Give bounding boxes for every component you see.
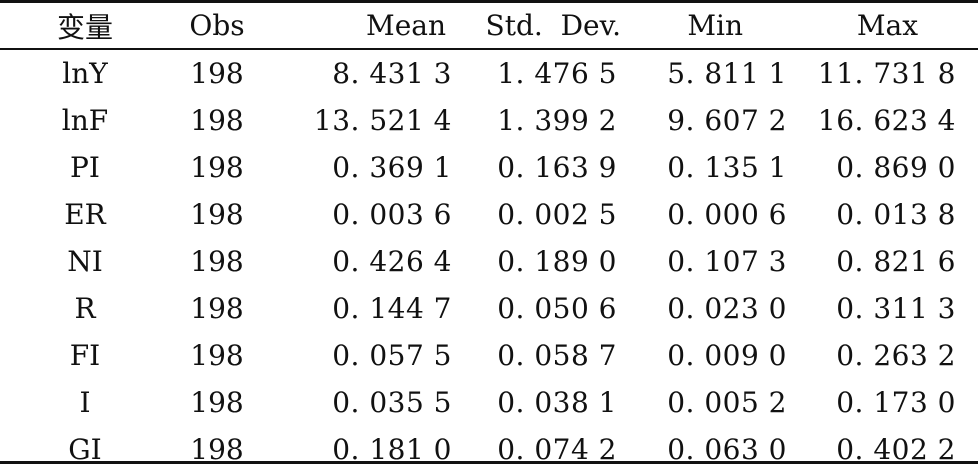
cell-variable: FI	[69, 339, 101, 372]
table-body: lnY 198 8. 431 3 1. 476 5 5. 811 1 11. 7…	[0, 48, 978, 473]
cell-obs: 198	[190, 198, 244, 231]
header-obs: Obs	[189, 9, 245, 42]
cell-obs: 198	[190, 386, 244, 419]
table-row: FI 198 0. 057 5 0. 058 7 0. 009 0 0. 263…	[0, 332, 978, 379]
cell-variable: lnY	[62, 57, 108, 90]
cell-mean: 0. 144 7	[332, 292, 452, 325]
summary-statistics-table: 变量 Obs Mean Std. Dev. Min Max lnY 198 8.…	[0, 3, 978, 473]
table-row: GI 198 0. 181 0 0. 074 2 0. 063 0 0. 402…	[0, 426, 978, 473]
cell-min: 0. 000 6	[667, 198, 787, 231]
cell-mean: 0. 181 0	[332, 433, 452, 466]
cell-obs: 198	[190, 433, 244, 466]
cell-min: 0. 009 0	[667, 339, 787, 372]
table-row: PI 198 0. 369 1 0. 163 9 0. 135 1 0. 869…	[0, 144, 978, 191]
header-min: Min	[687, 9, 743, 42]
cell-mean: 0. 035 5	[332, 386, 452, 419]
cell-min: 0. 063 0	[667, 433, 787, 466]
cell-mean: 0. 057 5	[332, 339, 452, 372]
cell-std-dev: 1. 476 5	[497, 57, 617, 90]
cell-variable: NI	[67, 245, 103, 278]
cell-variable: R	[74, 292, 96, 325]
cell-obs: 198	[190, 57, 244, 90]
table-row: NI 198 0. 426 4 0. 189 0 0. 107 3 0. 821…	[0, 238, 978, 285]
cell-std-dev: 0. 002 5	[497, 198, 617, 231]
cell-max: 0. 263 2	[836, 339, 956, 372]
header-rule	[0, 48, 978, 50]
top-rule	[0, 0, 978, 3]
cell-max: 0. 311 3	[836, 292, 956, 325]
table-row: ER 198 0. 003 6 0. 002 5 0. 000 6 0. 013…	[0, 191, 978, 238]
cell-std-dev: 0. 189 0	[497, 245, 617, 278]
cell-std-dev: 0. 074 2	[497, 433, 617, 466]
cell-std-dev: 0. 058 7	[497, 339, 617, 372]
cell-mean: 0. 426 4	[332, 245, 452, 278]
cell-variable: GI	[68, 433, 102, 466]
cell-obs: 198	[190, 151, 244, 184]
cell-min: 9. 607 2	[667, 104, 787, 137]
header-max: Max	[856, 9, 918, 42]
cell-min: 5. 811 1	[667, 57, 787, 90]
cell-std-dev: 0. 038 1	[497, 386, 617, 419]
cell-variable: PI	[70, 151, 100, 184]
table-row: I 198 0. 035 5 0. 038 1 0. 005 2 0. 173 …	[0, 379, 978, 426]
cell-std-dev: 1. 399 2	[497, 104, 617, 137]
cell-mean: 13. 521 4	[313, 104, 452, 137]
table-row: lnF 198 13. 521 4 1. 399 2 9. 607 2 16. …	[0, 97, 978, 144]
cell-mean: 8. 431 3	[332, 57, 452, 90]
cell-min: 0. 135 1	[667, 151, 787, 184]
cell-mean: 0. 003 6	[332, 198, 452, 231]
cell-mean: 0. 369 1	[332, 151, 452, 184]
header-std-dev: Std. Dev.	[485, 9, 621, 42]
cell-obs: 198	[190, 292, 244, 325]
cell-obs: 198	[190, 104, 244, 137]
cell-variable: I	[79, 386, 91, 419]
cell-max: 0. 402 2	[836, 433, 956, 466]
header-mean: Mean	[366, 9, 446, 42]
bottom-rule	[0, 461, 978, 464]
cell-max: 0. 821 6	[836, 245, 956, 278]
cell-max: 0. 013 8	[836, 198, 956, 231]
cell-obs: 198	[190, 339, 244, 372]
cell-variable: lnF	[61, 104, 109, 137]
cell-min: 0. 023 0	[667, 292, 787, 325]
table-row: R 198 0. 144 7 0. 050 6 0. 023 0 0. 311 …	[0, 285, 978, 332]
cell-min: 0. 005 2	[667, 386, 787, 419]
header-row: 变量 Obs Mean Std. Dev. Min Max	[0, 3, 978, 48]
cell-max: 11. 731 8	[817, 57, 956, 90]
cell-std-dev: 0. 163 9	[497, 151, 617, 184]
cell-min: 0. 107 3	[667, 245, 787, 278]
cell-obs: 198	[190, 245, 244, 278]
cell-max: 0. 173 0	[836, 386, 956, 419]
cell-variable: ER	[64, 198, 106, 231]
table-row: lnY 198 8. 431 3 1. 476 5 5. 811 1 11. 7…	[0, 48, 978, 97]
cell-max: 0. 869 0	[836, 151, 956, 184]
cell-max: 16. 623 4	[817, 104, 956, 137]
cell-std-dev: 0. 050 6	[497, 292, 617, 325]
header-variable: 变量	[56, 10, 113, 44]
